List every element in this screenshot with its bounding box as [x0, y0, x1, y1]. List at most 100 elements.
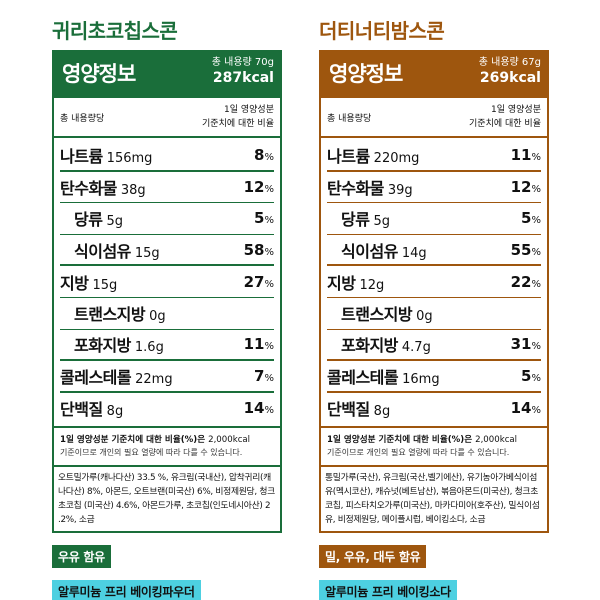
nutrient-pct: 11 — [243, 335, 265, 354]
allergen-badge: 밀, 우유, 대두 함유 — [319, 545, 427, 569]
allergen-badge: 우유 함유 — [52, 545, 111, 569]
nutrient-amount: 12g — [359, 277, 385, 293]
nutrient-amount: 39g — [387, 182, 413, 198]
nutrient-row-fat: 지방 15g 27% — [60, 266, 274, 298]
nutrient-row-fiber: 식이섬유 14g 55% — [327, 235, 541, 267]
nutrient-name: 포화지방 — [341, 336, 398, 356]
product-panel-dirty-nutty: 더티너티밤스콘 영양정보 총 내용량 67g 269kcal 총 내용량당 1일… — [319, 0, 549, 600]
nutrition-header: 영양정보 총 내용량 70g 287kcal — [54, 52, 280, 98]
nutrient-name: 지방 — [327, 273, 356, 293]
nutrient-name: 당류 — [341, 210, 370, 230]
nutrient-pct: 14 — [510, 399, 532, 418]
nutrient-amount: 38g — [120, 182, 146, 198]
pct-unit: % — [264, 183, 274, 195]
pct-unit: % — [531, 372, 541, 384]
nutrient-amount: 0g — [149, 309, 166, 325]
pct-unit: % — [531, 215, 541, 227]
nutrient-row-sugar: 당류 5g 5% — [60, 203, 274, 235]
pct-unit: % — [264, 372, 274, 384]
nutrition-footnote: 1일 영양성분 기준치에 대한 비율(%)은 2,000kcal 기준이므로 개… — [54, 426, 280, 465]
nutrient-pct: 12 — [243, 177, 265, 196]
nutrient-name: 단백질 — [60, 400, 103, 420]
nutrient-pct: 55 — [510, 240, 532, 259]
footnote-kcal: 2,000kcal — [475, 435, 518, 446]
nutrient-rows: 나트륨 156mg 8% 탄수화물 38g 12% 당류 5g 5% 식이섬유 15g … — [54, 138, 280, 426]
dv-label-line2: 기준치에 대한 비율 — [469, 119, 541, 129]
nutrient-name: 식이섬유 — [74, 241, 131, 261]
nutrient-name: 콜레스테롤 — [327, 367, 399, 387]
nutrient-pct: 31 — [510, 335, 532, 354]
nutrient-name: 콜레스테롤 — [60, 367, 132, 387]
dv-label-line2: 기준치에 대한 비율 — [202, 119, 274, 129]
footnote-bold: 1일 영양성분 기준치에 대한 비율(%)은 — [60, 435, 206, 446]
nutrition-subheader: 총 내용량당 1일 영양성분 기준치에 대한 비율 — [321, 98, 547, 138]
nutrient-name: 당류 — [74, 210, 103, 230]
nutrient-row-sat-fat: 포화지방 4.7g 31% — [327, 330, 541, 362]
calories: 287kcal — [212, 70, 274, 86]
total-content: 총 내용량 70g — [211, 57, 274, 68]
dv-label-line1: 1일 영양성분 — [224, 105, 274, 115]
nutrient-pct: 11 — [510, 145, 532, 164]
footnote-bold: 1일 영양성분 기준치에 대한 비율(%)은 — [327, 435, 473, 446]
total-content: 총 내용량 67g — [478, 57, 541, 68]
nutrient-row-sodium: 나트륨 220mg 11% — [327, 140, 541, 172]
nutrient-row-cholesterol: 콜레스테롤 22mg 7% — [60, 361, 274, 393]
nutrient-name: 나트륨 — [60, 146, 103, 166]
nutrient-name: 트랜스지방 — [341, 305, 413, 325]
nutrient-amount: 14g — [401, 245, 427, 261]
nutrient-amount: 8g — [106, 404, 124, 420]
nutrient-row-fiber: 식이섬유 15g 58% — [60, 235, 274, 267]
pct-unit: % — [264, 405, 274, 417]
nutrient-name: 탄수화물 — [60, 178, 117, 198]
pct-unit: % — [264, 278, 274, 290]
nutrient-name: 트랜스지방 — [74, 305, 146, 325]
nutrient-row-protein: 단백질 8g 14% — [327, 393, 541, 425]
nutrient-amount: 15g — [92, 277, 118, 293]
pct-unit: % — [531, 341, 541, 353]
nutrient-row-sodium: 나트륨 156mg 8% — [60, 140, 274, 172]
product-title: 더티너티밤스콘 — [319, 18, 445, 43]
feature-badge: 알루미늄 프리 베이킹파우더 — [52, 580, 201, 600]
nutrient-amount: 22mg — [135, 371, 173, 387]
nutrient-row-trans-fat: 트랜스지방 0g — [60, 298, 274, 330]
footnote-kcal: 2,000kcal — [208, 435, 251, 446]
nutrition-label: 영양정보 총 내용량 70g 287kcal 총 내용량당 1일 영양성분 기준… — [52, 50, 282, 468]
nutrient-amount: 4.7g — [401, 340, 431, 356]
nutrient-pct: 58 — [243, 240, 265, 259]
nutrient-amount: 156mg — [106, 150, 153, 166]
nutrient-amount: 1.6g — [134, 340, 164, 356]
nutrition-title: 영양정보 — [329, 62, 403, 86]
nutrient-pct: 22 — [510, 272, 532, 291]
nutrient-name: 탄수화물 — [327, 178, 384, 198]
nutrient-name: 포화지방 — [74, 336, 131, 356]
ingredients-list: 통밀가루(국산), 유크림(국산,벨기에산), 유기농아가베식이섬유(멕시코산)… — [319, 467, 549, 534]
nutrient-rows: 나트륨 220mg 11% 탄수화물 39g 12% 당류 5g 5% 식이섬유 14g… — [321, 138, 547, 426]
nutrition-header: 영양정보 총 내용량 67g 269kcal — [321, 52, 547, 98]
nutrition-subheader: 총 내용량당 1일 영양성분 기준치에 대한 비율 — [54, 98, 280, 138]
nutrient-pct: 27 — [243, 272, 265, 291]
ingredients-list: 오트밀가루(캐나다산) 33.5 %, 유크림(국내산), 압착귀리(캐나다산)… — [52, 467, 282, 534]
nutrient-row-fat: 지방 12g 22% — [327, 266, 541, 298]
nutrient-row-sat-fat: 포화지방 1.6g 11% — [60, 330, 274, 362]
footnote-line2: 기준이므로 개인의 필요 열량에 따라 다를 수 있습니다. — [60, 448, 243, 458]
nutrient-amount: 15g — [134, 245, 160, 261]
nutrient-pct: 5 — [254, 209, 265, 228]
nutrient-name: 지방 — [60, 273, 89, 293]
product-panel-oat-choco: 귀리초코칩스콘 영양정보 총 내용량 70g 287kcal 총 내용량당 1일… — [52, 0, 282, 600]
pct-unit: % — [531, 405, 541, 417]
nutrient-row-trans-fat: 트랜스지방 0g — [327, 298, 541, 330]
nutrient-amount: 0g — [416, 309, 433, 325]
nutrient-amount: 8g — [373, 404, 391, 420]
feature-badge: 알루미늄 프리 베이킹소다 — [319, 580, 457, 600]
footnote-line2: 기준이므로 개인의 필요 열량에 따라 다를 수 있습니다. — [327, 448, 510, 458]
nutrient-row-cholesterol: 콜레스테롤 16mg 5% — [327, 361, 541, 393]
pct-unit: % — [531, 246, 541, 258]
nutrient-amount: 5g — [106, 214, 123, 230]
nutrient-row-carbs: 탄수화물 38g 12% — [60, 172, 274, 204]
nutrient-amount: 220mg — [373, 150, 420, 166]
pct-unit: % — [264, 151, 274, 163]
calories: 269kcal — [479, 70, 541, 86]
nutrition-title: 영양정보 — [62, 62, 136, 86]
nutrient-name: 나트륨 — [327, 146, 370, 166]
pct-unit: % — [264, 341, 274, 353]
